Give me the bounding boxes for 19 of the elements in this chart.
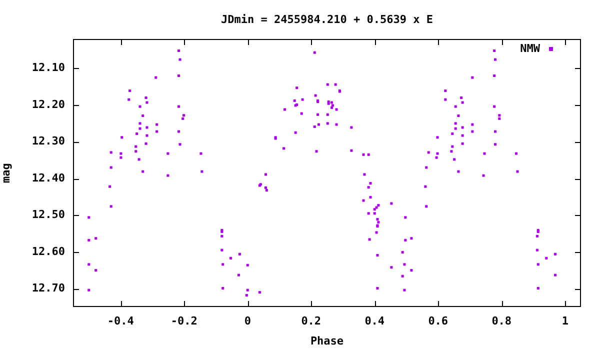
- x-tick-label: 0.2: [301, 314, 322, 328]
- y-tick-label: 12.20: [32, 98, 65, 111]
- y-tick-label: 12.70: [32, 282, 65, 295]
- x-tick-label: 0.6: [428, 314, 448, 328]
- x-tick-label: 1: [562, 314, 569, 328]
- x-tick-label: -0.4: [107, 314, 134, 328]
- chart-title: JDmin = 2455984.210 + 0.5639 x E: [221, 12, 433, 26]
- y-axis-title: mag: [0, 163, 12, 183]
- y-tick-label: 12.40: [32, 171, 65, 184]
- y-tick-label: 12.10: [32, 61, 65, 74]
- text: NMW: [520, 42, 540, 56]
- x-axis-title: Phase: [310, 334, 344, 348]
- x-tick-label: -0.2: [170, 314, 198, 328]
- x-tick-label: 0: [244, 314, 251, 328]
- y-tick-label: 12.50: [32, 208, 65, 222]
- x-tick-label: 0.4: [364, 314, 385, 328]
- y-tick-label: 12.30: [32, 134, 65, 148]
- y-tick-label: 12.60: [32, 244, 65, 258]
- x-tick-label: 0.8: [492, 314, 512, 328]
